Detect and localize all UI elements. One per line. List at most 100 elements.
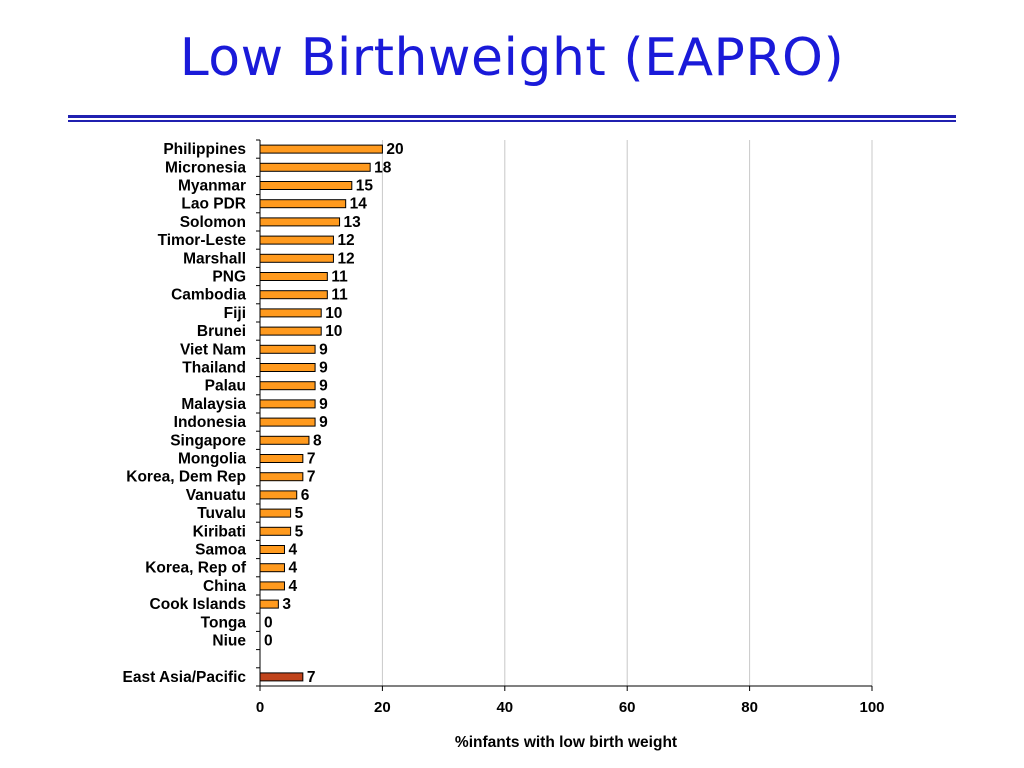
bars	[259, 144, 383, 682]
x-tick-label: 80	[741, 699, 758, 716]
bar	[259, 599, 279, 609]
category-label: Timor-Leste	[158, 232, 247, 249]
x-axis-label: %infants with low birth weight	[455, 734, 677, 751]
category-label: Vanuatu	[186, 487, 246, 504]
category-label: Brunei	[197, 323, 246, 340]
data-label: 9	[319, 360, 328, 377]
data-label: 7	[307, 469, 316, 486]
data-label: 11	[331, 269, 348, 286]
category-label: Tonga	[201, 614, 247, 631]
data-label: 4	[288, 542, 297, 559]
bar	[259, 199, 347, 209]
category-label: Tuvalu	[197, 505, 246, 522]
data-label: 15	[356, 178, 374, 195]
data-label: 5	[295, 505, 304, 522]
category-label: Korea, Dem Rep	[126, 469, 246, 486]
category-label: Viet Nam	[180, 341, 246, 358]
category-label: Mongolia	[178, 451, 246, 468]
x-tick-label: 20	[374, 699, 391, 716]
category-label: Indonesia	[174, 414, 247, 431]
data-label: 10	[325, 323, 342, 340]
category-label: Kiribati	[193, 523, 246, 540]
category-label: Solomon	[180, 214, 246, 231]
bar	[259, 363, 316, 372]
data-label: 7	[307, 669, 316, 686]
bar	[259, 344, 316, 354]
data-label: 9	[319, 396, 328, 413]
data-label: 6	[301, 487, 310, 504]
bar	[259, 545, 285, 554]
data-label: 3	[282, 596, 291, 613]
category-label: China	[203, 578, 246, 595]
x-tick-label: 60	[619, 699, 636, 716]
grid-lines	[381, 140, 873, 686]
bar	[259, 417, 316, 427]
bar	[259, 272, 328, 281]
data-label: 7	[307, 451, 316, 468]
data-label: 13	[344, 214, 362, 231]
bar	[259, 508, 292, 518]
x-tick-label: 0	[256, 699, 264, 716]
category-label: Philippines	[163, 141, 246, 158]
category-label: Niue	[212, 633, 246, 650]
category-label: Fiji	[224, 305, 246, 322]
bar	[259, 290, 328, 300]
bar	[259, 490, 298, 500]
data-label: 4	[288, 560, 297, 577]
data-label: 9	[319, 378, 328, 395]
data-label: 8	[313, 432, 322, 449]
data-label: 14	[350, 196, 368, 213]
axes	[256, 139, 873, 691]
data-label: 9	[319, 414, 328, 431]
data-label: 12	[337, 250, 354, 267]
bar	[259, 472, 304, 482]
bar	[259, 217, 341, 227]
bar	[259, 399, 316, 409]
data-label: 10	[325, 305, 342, 322]
data-label: 5	[295, 523, 304, 540]
data-label: 12	[337, 232, 354, 249]
category-label: Lao PDR	[181, 196, 246, 213]
bar	[259, 454, 304, 463]
category-label: PNG	[212, 269, 246, 286]
bar	[259, 235, 334, 245]
category-label: Cook Islands	[150, 596, 246, 613]
data-label: 20	[386, 141, 403, 158]
category-label: Samoa	[195, 542, 246, 559]
data-label: 18	[374, 159, 392, 176]
bar	[259, 381, 316, 391]
data-label: 9	[319, 341, 328, 358]
category-label: East Asia/Pacific	[123, 669, 247, 686]
x-tick-label: 100	[859, 699, 884, 716]
data-label: 4	[288, 578, 297, 595]
title-underline	[68, 115, 956, 118]
bar	[259, 526, 292, 536]
bar	[259, 253, 334, 263]
category-label: Marshall	[183, 250, 246, 267]
bar	[259, 435, 310, 445]
slide-title: Low Birthweight (EAPRO)	[179, 28, 845, 88]
x-tick-label: 40	[496, 699, 513, 716]
bar	[259, 581, 285, 591]
bar	[259, 162, 371, 172]
category-label: Palau	[205, 378, 246, 395]
category-label: Myanmar	[178, 178, 246, 195]
bar	[259, 144, 383, 154]
data-label: 0	[264, 614, 273, 631]
category-label: Korea, Rep of	[145, 560, 247, 577]
title-underline-thin	[68, 120, 956, 122]
category-label: Singapore	[170, 432, 246, 449]
bar	[259, 672, 304, 682]
category-label: Thailand	[182, 360, 246, 377]
category-label: Malaysia	[181, 396, 246, 413]
data-label: 11	[331, 287, 348, 304]
bar	[259, 181, 353, 190]
category-label: Micronesia	[165, 159, 246, 176]
bar	[259, 308, 322, 318]
bar	[259, 563, 285, 573]
data-label: 0	[264, 633, 273, 650]
category-label: Cambodia	[171, 287, 246, 304]
bar	[259, 326, 322, 336]
